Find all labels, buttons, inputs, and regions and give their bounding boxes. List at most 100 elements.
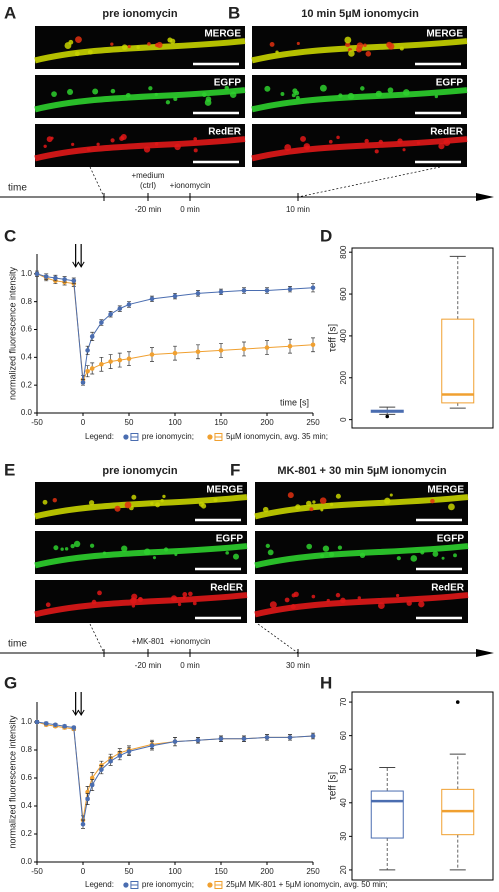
data-point [287,343,293,349]
channel-label: EGFP [214,78,242,89]
y-tick-label: 0.6 [21,773,33,782]
legend-marker [123,882,129,888]
spine [443,139,451,147]
spine [311,594,316,599]
spine [205,96,212,102]
dendrite [254,494,469,520]
y-tick-label: 1.0 [21,269,33,278]
channel-label: MERGE [426,29,463,40]
y-tick-label: 0.4 [21,352,33,361]
data-point [108,359,113,364]
legend-label: 25µM MK-801 + 5µM ionomycin, avg. 50 min… [226,880,388,889]
spine [378,139,383,145]
data-point [287,286,293,292]
spine [232,553,240,560]
spine [284,597,290,603]
spine [319,553,325,559]
spine [335,592,341,598]
panel-label: H [320,673,332,692]
spine [303,143,311,150]
spine [192,601,197,606]
x-tick-label: 100 [168,867,182,876]
spine [336,135,340,140]
spine [312,500,316,504]
data-point [62,723,67,729]
x-tick-label: 100 [168,418,182,427]
channel-label: MERGE [427,485,464,496]
panel-title: pre ionomycin [102,465,177,477]
spine [154,142,159,146]
dashed-link [257,623,299,654]
x-tick-label: -50 [31,867,43,876]
dendrite [34,87,246,113]
spine [198,501,204,507]
spine [131,494,137,500]
y-tick-label: 0 [339,417,348,422]
spine [102,551,107,555]
y-tick-label: 0.8 [21,745,33,754]
spine [155,502,161,508]
event-time: 10 min [286,205,310,214]
spine [326,598,330,603]
data-point [99,361,104,367]
y-tick-label: 0.2 [21,829,33,838]
timeline-label: time [8,183,27,194]
channel-label: RedER [430,127,464,138]
spine [193,137,198,141]
spine [121,545,128,552]
spine [295,504,301,510]
panel-title: pre ionomycin [102,8,177,20]
dendrite [254,592,469,618]
data-point [149,743,155,749]
data-point [43,274,49,279]
dendrite [251,38,468,64]
event-label: +ionomycin [170,181,211,190]
dendrite [254,543,469,569]
spine [170,38,176,44]
x-tick-label: -50 [31,418,43,427]
spine [137,596,144,603]
legend-label: pre ionomycin; [142,880,194,889]
spine [88,500,95,506]
spine [71,142,75,146]
y-tick-label: 800 [339,245,348,259]
channel-label: RedER [208,127,242,138]
spine [224,85,229,91]
data-point [34,719,40,725]
y-tick-label: 70 [339,697,348,706]
data-point [287,735,293,740]
spine [120,134,127,141]
event-time: -20 min [135,661,162,670]
data-point [195,737,201,743]
spine [284,144,292,151]
spine [402,148,406,152]
spine [143,146,151,153]
legend-marker [207,434,213,440]
dashed-link [297,166,441,198]
data-point [172,350,178,356]
stimulus-arrow-head [77,709,85,716]
box [370,790,404,839]
data-point [85,368,90,374]
legend-label: pre ionomycin; [142,432,194,441]
spine [389,493,393,497]
data-point [99,320,104,325]
data-point [310,285,316,291]
dendrite [34,543,248,569]
event-time: 0 min [180,661,200,670]
spine [156,41,163,48]
spine [309,507,314,512]
spine [386,41,393,48]
spine [182,596,186,600]
spine [275,50,279,54]
spine [43,144,47,148]
x-tick-label: 250 [306,418,320,427]
spine [229,91,237,99]
data-point [264,288,270,293]
spine [154,92,158,97]
channel-label: MERGE [206,485,243,496]
y-tick-label: 60 [339,731,348,740]
y-axis-label: τeff [s] [328,772,339,800]
x-tick-label: 0 [81,418,86,427]
spine [60,547,64,551]
